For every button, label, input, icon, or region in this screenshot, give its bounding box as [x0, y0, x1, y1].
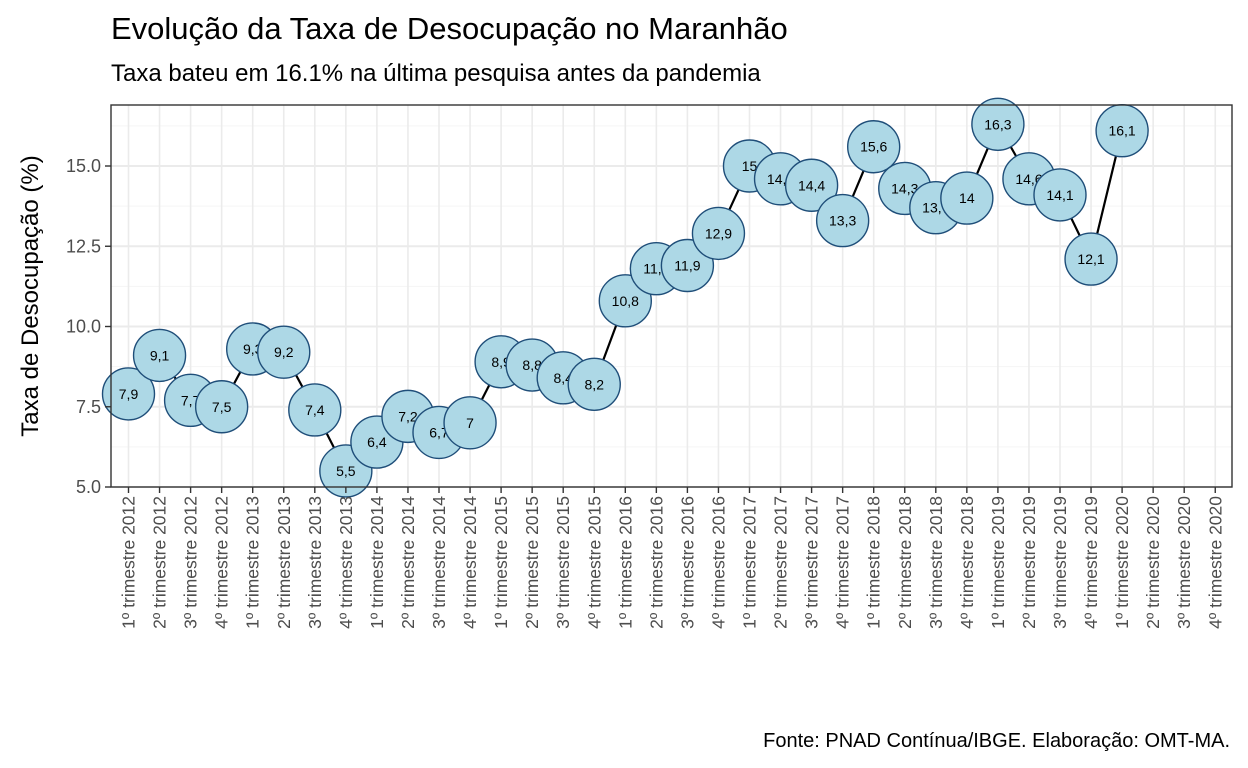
x-axis: 1º trimestre 2012 2º trimestre 2012 3º tri… [119, 487, 1225, 629]
x-tick-label: 1º trimestre 2020 [1112, 496, 1132, 629]
data-label: 14,4 [798, 177, 825, 193]
data-point [1064, 232, 1118, 286]
data-point [971, 97, 1025, 151]
x-tick-label: 2º trimestre 2014 [398, 496, 418, 629]
x-tick-label: 4º trimestre 2014 [460, 496, 480, 629]
x-tick-label: 1º trimestre 2018 [864, 496, 884, 629]
data-label: 12,1 [1077, 251, 1104, 267]
data-label: 16,1 [1108, 123, 1135, 139]
x-tick-label: 2º trimestre 2012 [150, 496, 170, 629]
x-tick-label: 3º trimestre 2015 [553, 496, 573, 629]
data-label: 7,2 [398, 408, 418, 424]
y-tick-label: 7.5 [76, 397, 101, 417]
x-tick-label: 3º trimestre 2013 [305, 496, 325, 629]
x-tick-label: 2º trimestre 2020 [1143, 496, 1163, 629]
data-label: 10,8 [612, 293, 639, 309]
data-point [194, 380, 249, 434]
x-tick-label: 2º trimestre 2018 [895, 496, 915, 629]
panel-border [110, 104, 1233, 488]
data-point [1033, 168, 1087, 222]
data-label: 7,4 [305, 402, 325, 418]
x-tick-label: 2º trimestre 2017 [771, 496, 791, 629]
x-tick-label: 2º trimestre 2013 [274, 496, 294, 629]
data-label: 7,5 [212, 399, 232, 415]
data-label: 11,9 [674, 258, 700, 274]
data-label: 15 [742, 158, 758, 174]
data-label: 7 [466, 415, 474, 431]
x-tick-label: 1º trimestre 2015 [491, 496, 511, 629]
data-label: 9,2 [274, 344, 294, 360]
x-tick-label: 4º trimestre 2012 [212, 496, 232, 629]
x-tick-label: 4º trimestre 2017 [833, 496, 853, 629]
x-tick-label: 3º trimestre 2018 [926, 496, 946, 629]
data-label: 13,3 [829, 213, 856, 229]
x-tick-label: 3º trimestre 2017 [802, 496, 822, 629]
data-label: 8,2 [585, 376, 605, 392]
x-tick-label: 4º trimestre 2019 [1081, 496, 1101, 629]
x-tick-label: 2º trimestre 2016 [646, 496, 666, 629]
x-tick-label: 1º trimestre 2016 [615, 496, 635, 629]
data-point [101, 367, 156, 421]
data-label: 15,6 [860, 139, 887, 155]
data-label: 14,3 [891, 180, 918, 196]
data-label: 14,6 [1015, 171, 1042, 187]
y-tick-label: 12.5 [66, 236, 101, 256]
y-tick-label: 15.0 [66, 156, 101, 176]
data-point [567, 357, 621, 411]
x-tick-label: 4º trimestre 2016 [708, 496, 728, 629]
x-tick-label: 4º trimestre 2013 [336, 496, 356, 629]
x-tick-label: 1º trimestre 2014 [367, 496, 387, 629]
x-tick-label: 2º trimestre 2015 [522, 496, 542, 629]
chart-caption: Fonte: PNAD Contínua/IBGE. Elaboração: O… [763, 730, 1230, 752]
data-label: 16,3 [984, 116, 1011, 132]
x-tick-label: 4º trimestre 2015 [584, 496, 604, 629]
x-tick-label: 3º trimestre 2019 [1050, 496, 1070, 629]
data-point [815, 193, 870, 248]
x-tick-label: 3º trimestre 2020 [1174, 496, 1194, 629]
y-axis-title: Taxa de Desocupação (%) [17, 155, 44, 436]
x-tick-label: 4º trimestre 2018 [957, 496, 977, 629]
data-label: 5,5 [336, 463, 356, 479]
data-label: 7,9 [119, 386, 139, 402]
data-label: 6,4 [367, 434, 387, 450]
y-tick-label: 10.0 [66, 317, 101, 337]
y-axis: 5.0 7.5 10.0 12.5 15.0 Taxa de Desocupação (%… [17, 155, 111, 497]
x-tick-label: 1º trimestre 2012 [119, 496, 139, 629]
data-point [847, 120, 901, 174]
data-point [691, 206, 746, 261]
x-tick-label: 4º trimestre 2020 [1205, 496, 1225, 629]
data-label: 9,1 [150, 347, 170, 363]
x-tick-label: 1º trimestre 2013 [243, 496, 263, 629]
data-label: 14 [959, 190, 975, 206]
x-tick-label: 3º trimestre 2014 [429, 496, 449, 629]
x-tick-label: 3º trimestre 2012 [181, 496, 201, 629]
data-point [132, 328, 187, 383]
data-point [940, 171, 994, 225]
data-label: 14,1 [1046, 187, 1073, 203]
data-point [784, 158, 839, 212]
x-tick-label: 1º trimestre 2019 [988, 496, 1008, 629]
x-tick-label: 1º trimestre 2017 [740, 496, 760, 629]
data-label: 8,8 [522, 357, 542, 373]
data-points: 7,99,17,7 7,59,3 9,27,45,56,47,26,778,9 8,8… [101, 97, 1149, 498]
x-tick-label: 2º trimestre 2019 [1019, 496, 1039, 629]
y-tick-label: 5.0 [76, 477, 101, 497]
data-point [257, 325, 311, 379]
data-point [443, 396, 497, 450]
x-tick-label: 3º trimestre 2016 [677, 496, 697, 629]
plot-panel [111, 105, 1232, 487]
chart-title: Evolução da Taxa de Desocupação no Maran… [111, 11, 788, 46]
data-point [288, 383, 342, 437]
chart-subtitle: Taxa bateu em 16.1% na última pesquisa a… [111, 60, 761, 87]
data-label: 12,9 [705, 225, 732, 241]
